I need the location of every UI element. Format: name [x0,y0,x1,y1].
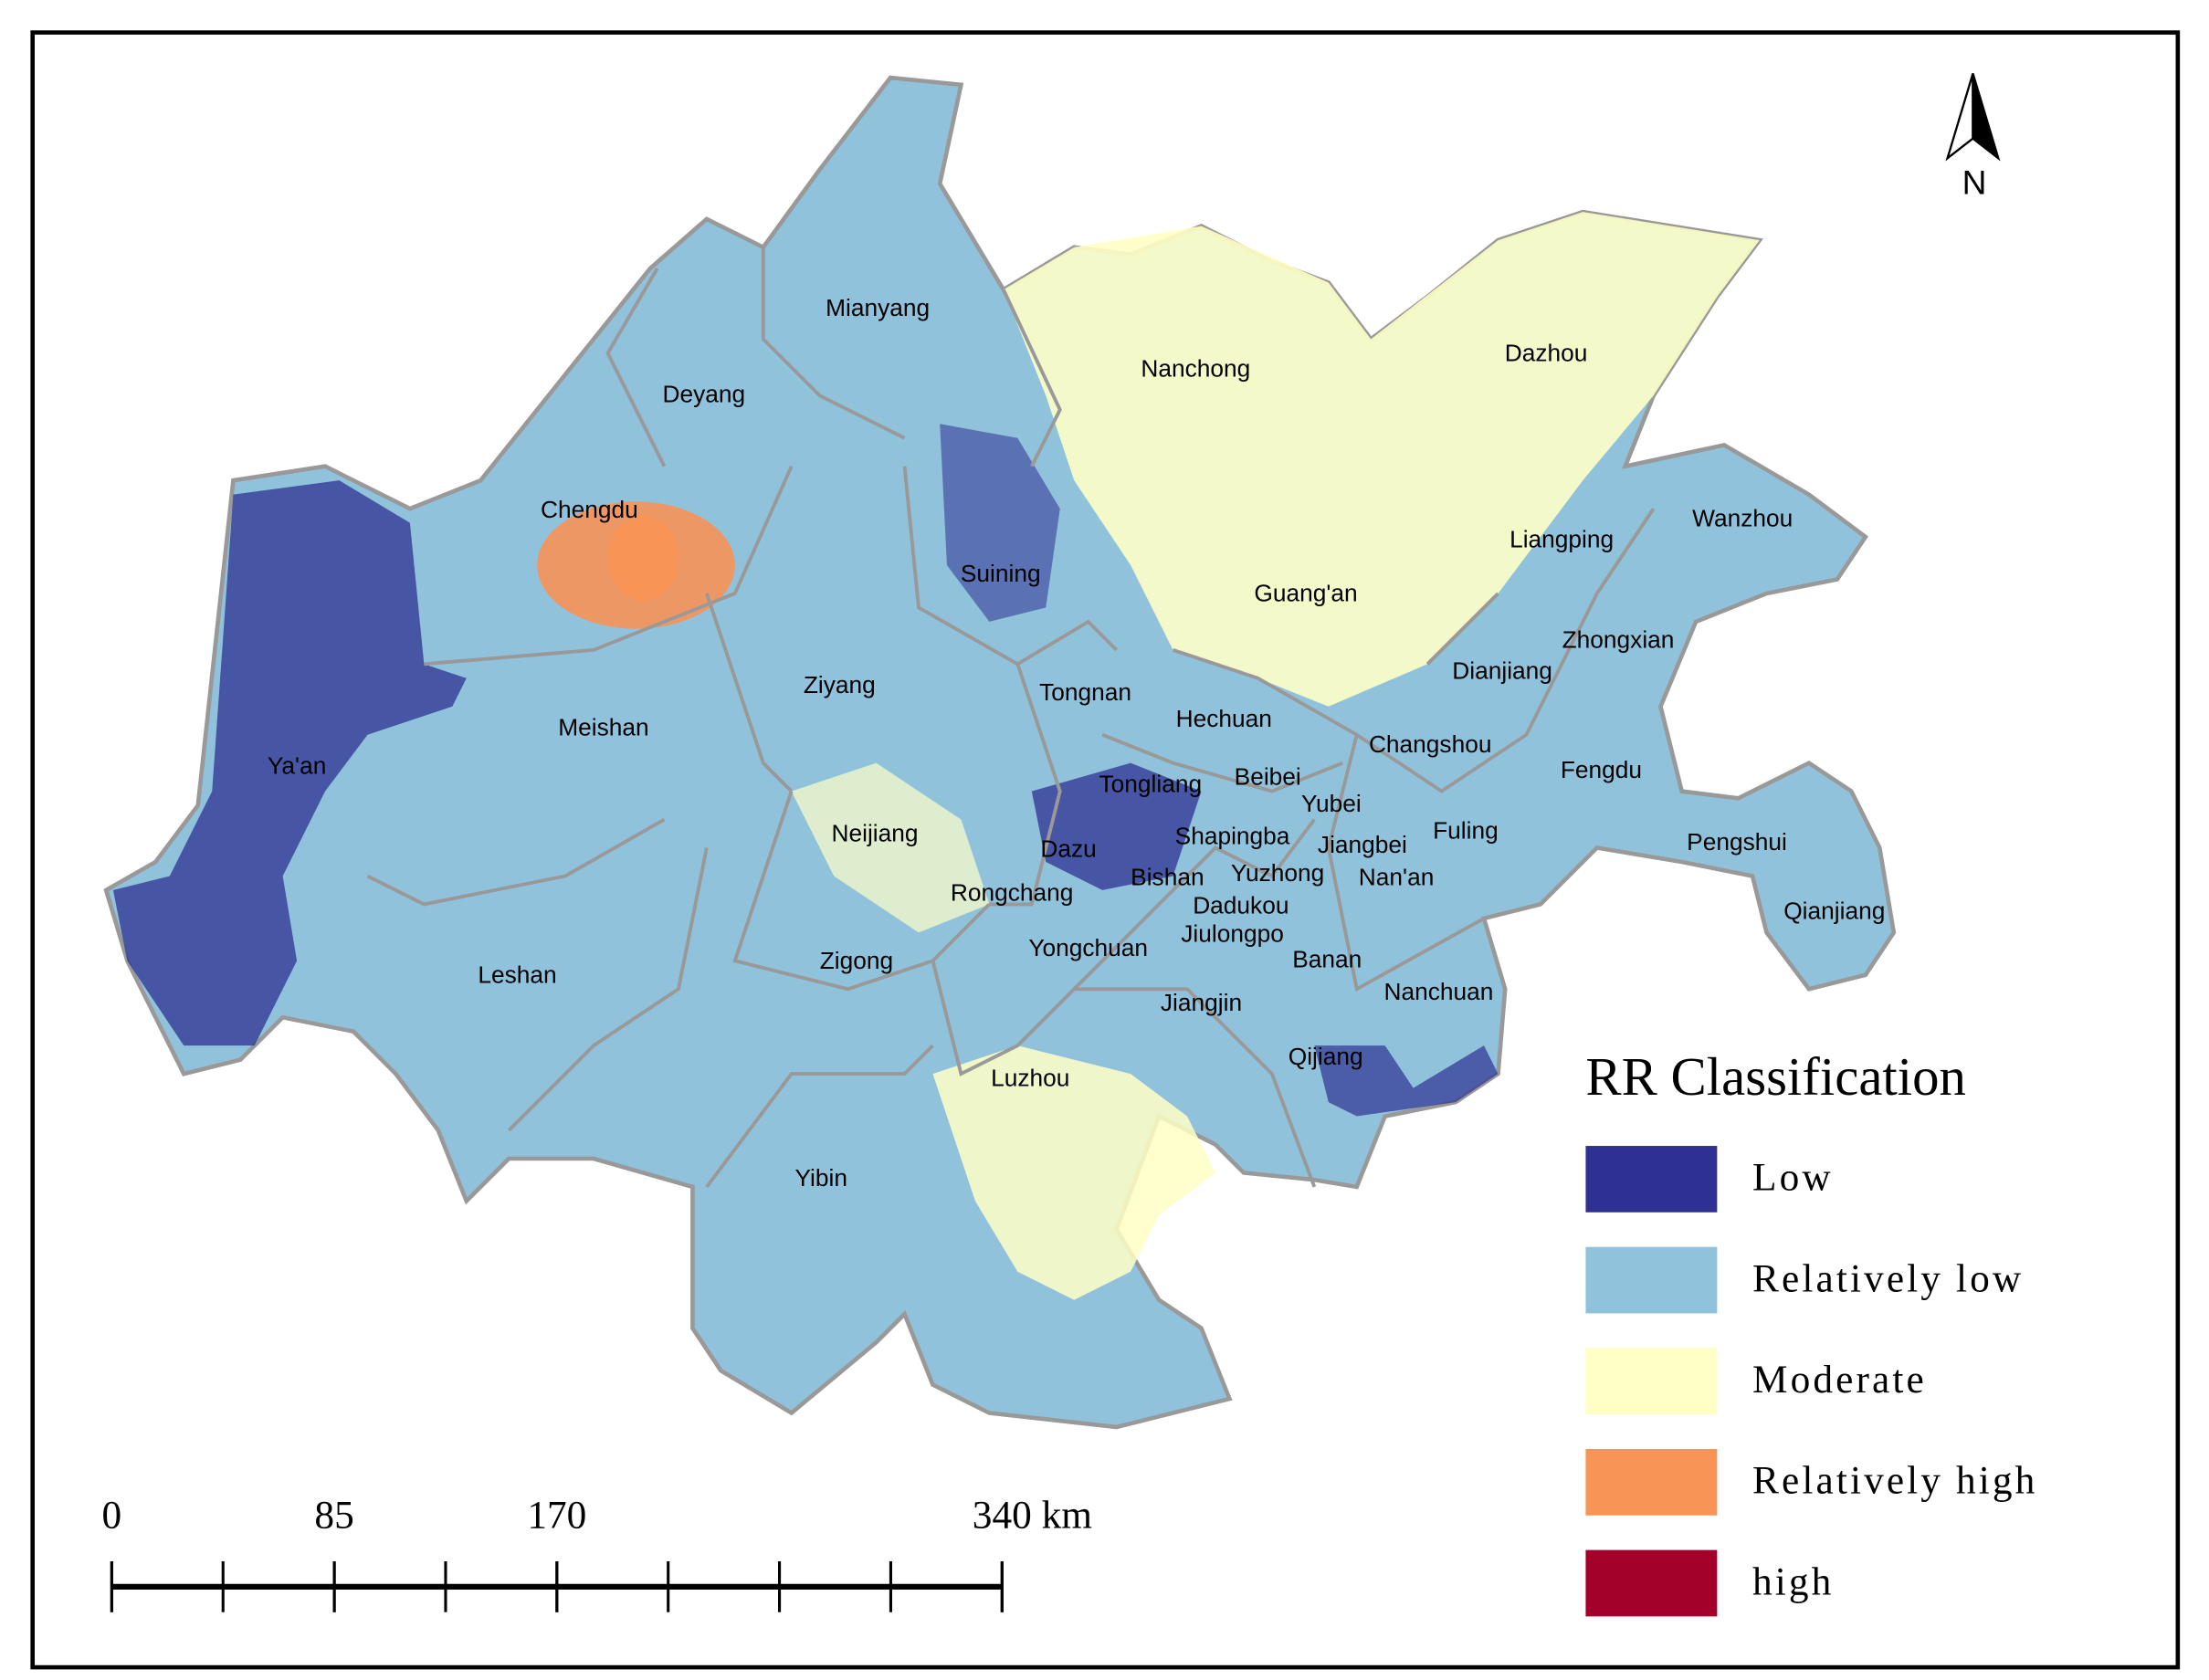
region-label: Neijiang [832,820,919,847]
region-label: Yongchuan [1028,934,1148,961]
region-label: Wanzhou [1692,504,1793,531]
region-label: Jiulongpo [1181,919,1284,947]
district-border [1326,734,1485,992]
region-label: Changshou [1369,730,1492,758]
north-arrow-right [1972,73,2001,162]
scale-label: 170 [527,1494,586,1538]
legend-label: high [1752,1559,1834,1603]
region-label: Jiangbei [1318,831,1407,858]
scale-unit: km [1042,1494,1093,1538]
low-qijiang [1314,1045,1499,1117]
region-label: Qianjiang [1783,898,1885,925]
region-label: Qijiang [1289,1043,1363,1070]
region-label: Zigong [820,947,893,974]
region-label: Liangping [1509,526,1614,553]
district-border [1101,732,1343,793]
region-label: Tongliang [1099,770,1202,797]
region-label: Dianjiang [1452,657,1552,685]
region-label: Deyang [662,380,745,407]
district-border [1002,289,1062,467]
relatively-high-chengdu-core [607,515,678,601]
region-label: Luzhou [991,1064,1069,1091]
moderate-east [1003,212,1760,707]
scale-label: 85 [314,1494,353,1538]
district-border [507,847,709,1132]
region-label: Guang'an [1254,579,1357,606]
region-label: Zhongxian [1562,626,1675,654]
region-label: Banan [1292,945,1362,972]
study-area [103,75,1897,1430]
region-label: Rongchang [951,879,1074,907]
legend-label: Low [1752,1156,1834,1200]
district-border [705,593,794,793]
region-label: Nan'an [1359,864,1435,891]
legend-title: RR Classification [1585,1047,1965,1107]
legend-swatch [1585,1146,1718,1213]
legend-swatch [1585,1348,1718,1415]
region-label: Mianyang [826,294,930,321]
region-labels: Mianyang Nanchong Dazhou Deyang Chengdu Suini… [268,294,1885,1192]
district-border [366,817,666,907]
region-label: Jiangjin [1161,989,1242,1016]
legend-label: Moderate [1752,1358,1927,1402]
district-border [1172,508,1656,793]
region-label: Nanchong [1141,354,1250,382]
region-label: Pengshui [1687,828,1787,856]
legend: RR Classification Low Relatively low Moder… [1585,1047,2037,1617]
region-label: Dadukou [1193,891,1289,919]
district-border [705,1044,934,1189]
region-label: Yubei [1301,790,1362,817]
district-border [1425,592,1499,666]
legend-swatch [1585,1246,1718,1314]
region-label: Ziyang [804,671,876,698]
region-label: Yuzhong [1231,859,1324,887]
region-label: Chengdu [541,496,638,523]
region-label: Leshan [478,961,556,988]
legend-swatch [1585,1549,1718,1617]
district-border [761,247,906,440]
legend-label: Relatively low [1752,1256,2024,1300]
region-label: Meishan [558,713,648,740]
district-border [989,663,1062,907]
region-label: Ya'an [268,751,326,779]
moderate-south [932,1045,1215,1300]
region-label: Suining [961,560,1041,587]
district-border [1072,818,1316,991]
district-border [605,268,667,467]
region-label: Dazu [1040,835,1096,863]
region-label: Bishan [1131,864,1204,891]
low-west [112,480,467,1046]
north-arrow: N [1945,73,2001,202]
region-label: Fuling [1433,816,1499,844]
region-label: Tongnan [1039,678,1131,706]
low-suining [940,424,1060,622]
region-label: Dazhou [1505,339,1588,366]
legend-label: Relatively high [1752,1459,2037,1503]
district-border [732,790,991,992]
region-label: Hechuan [1176,705,1272,732]
north-label: N [1962,163,1987,202]
region-label: Shapingba [1175,823,1290,850]
region-label: Beibei [1235,763,1301,791]
region-label: Yibin [794,1164,847,1192]
legend-swatch [1585,1448,1718,1516]
scale-bar: 0 85 170 340 km [102,1494,1093,1612]
low-dazu [1031,762,1202,890]
scale-label: 0 [102,1494,122,1538]
district-border [424,465,794,667]
region-label: Fengdu [1561,756,1642,783]
moderate-center [791,762,990,933]
region-label: Nanchuan [1384,978,1494,1005]
scale-label: 340 [973,1494,1032,1538]
